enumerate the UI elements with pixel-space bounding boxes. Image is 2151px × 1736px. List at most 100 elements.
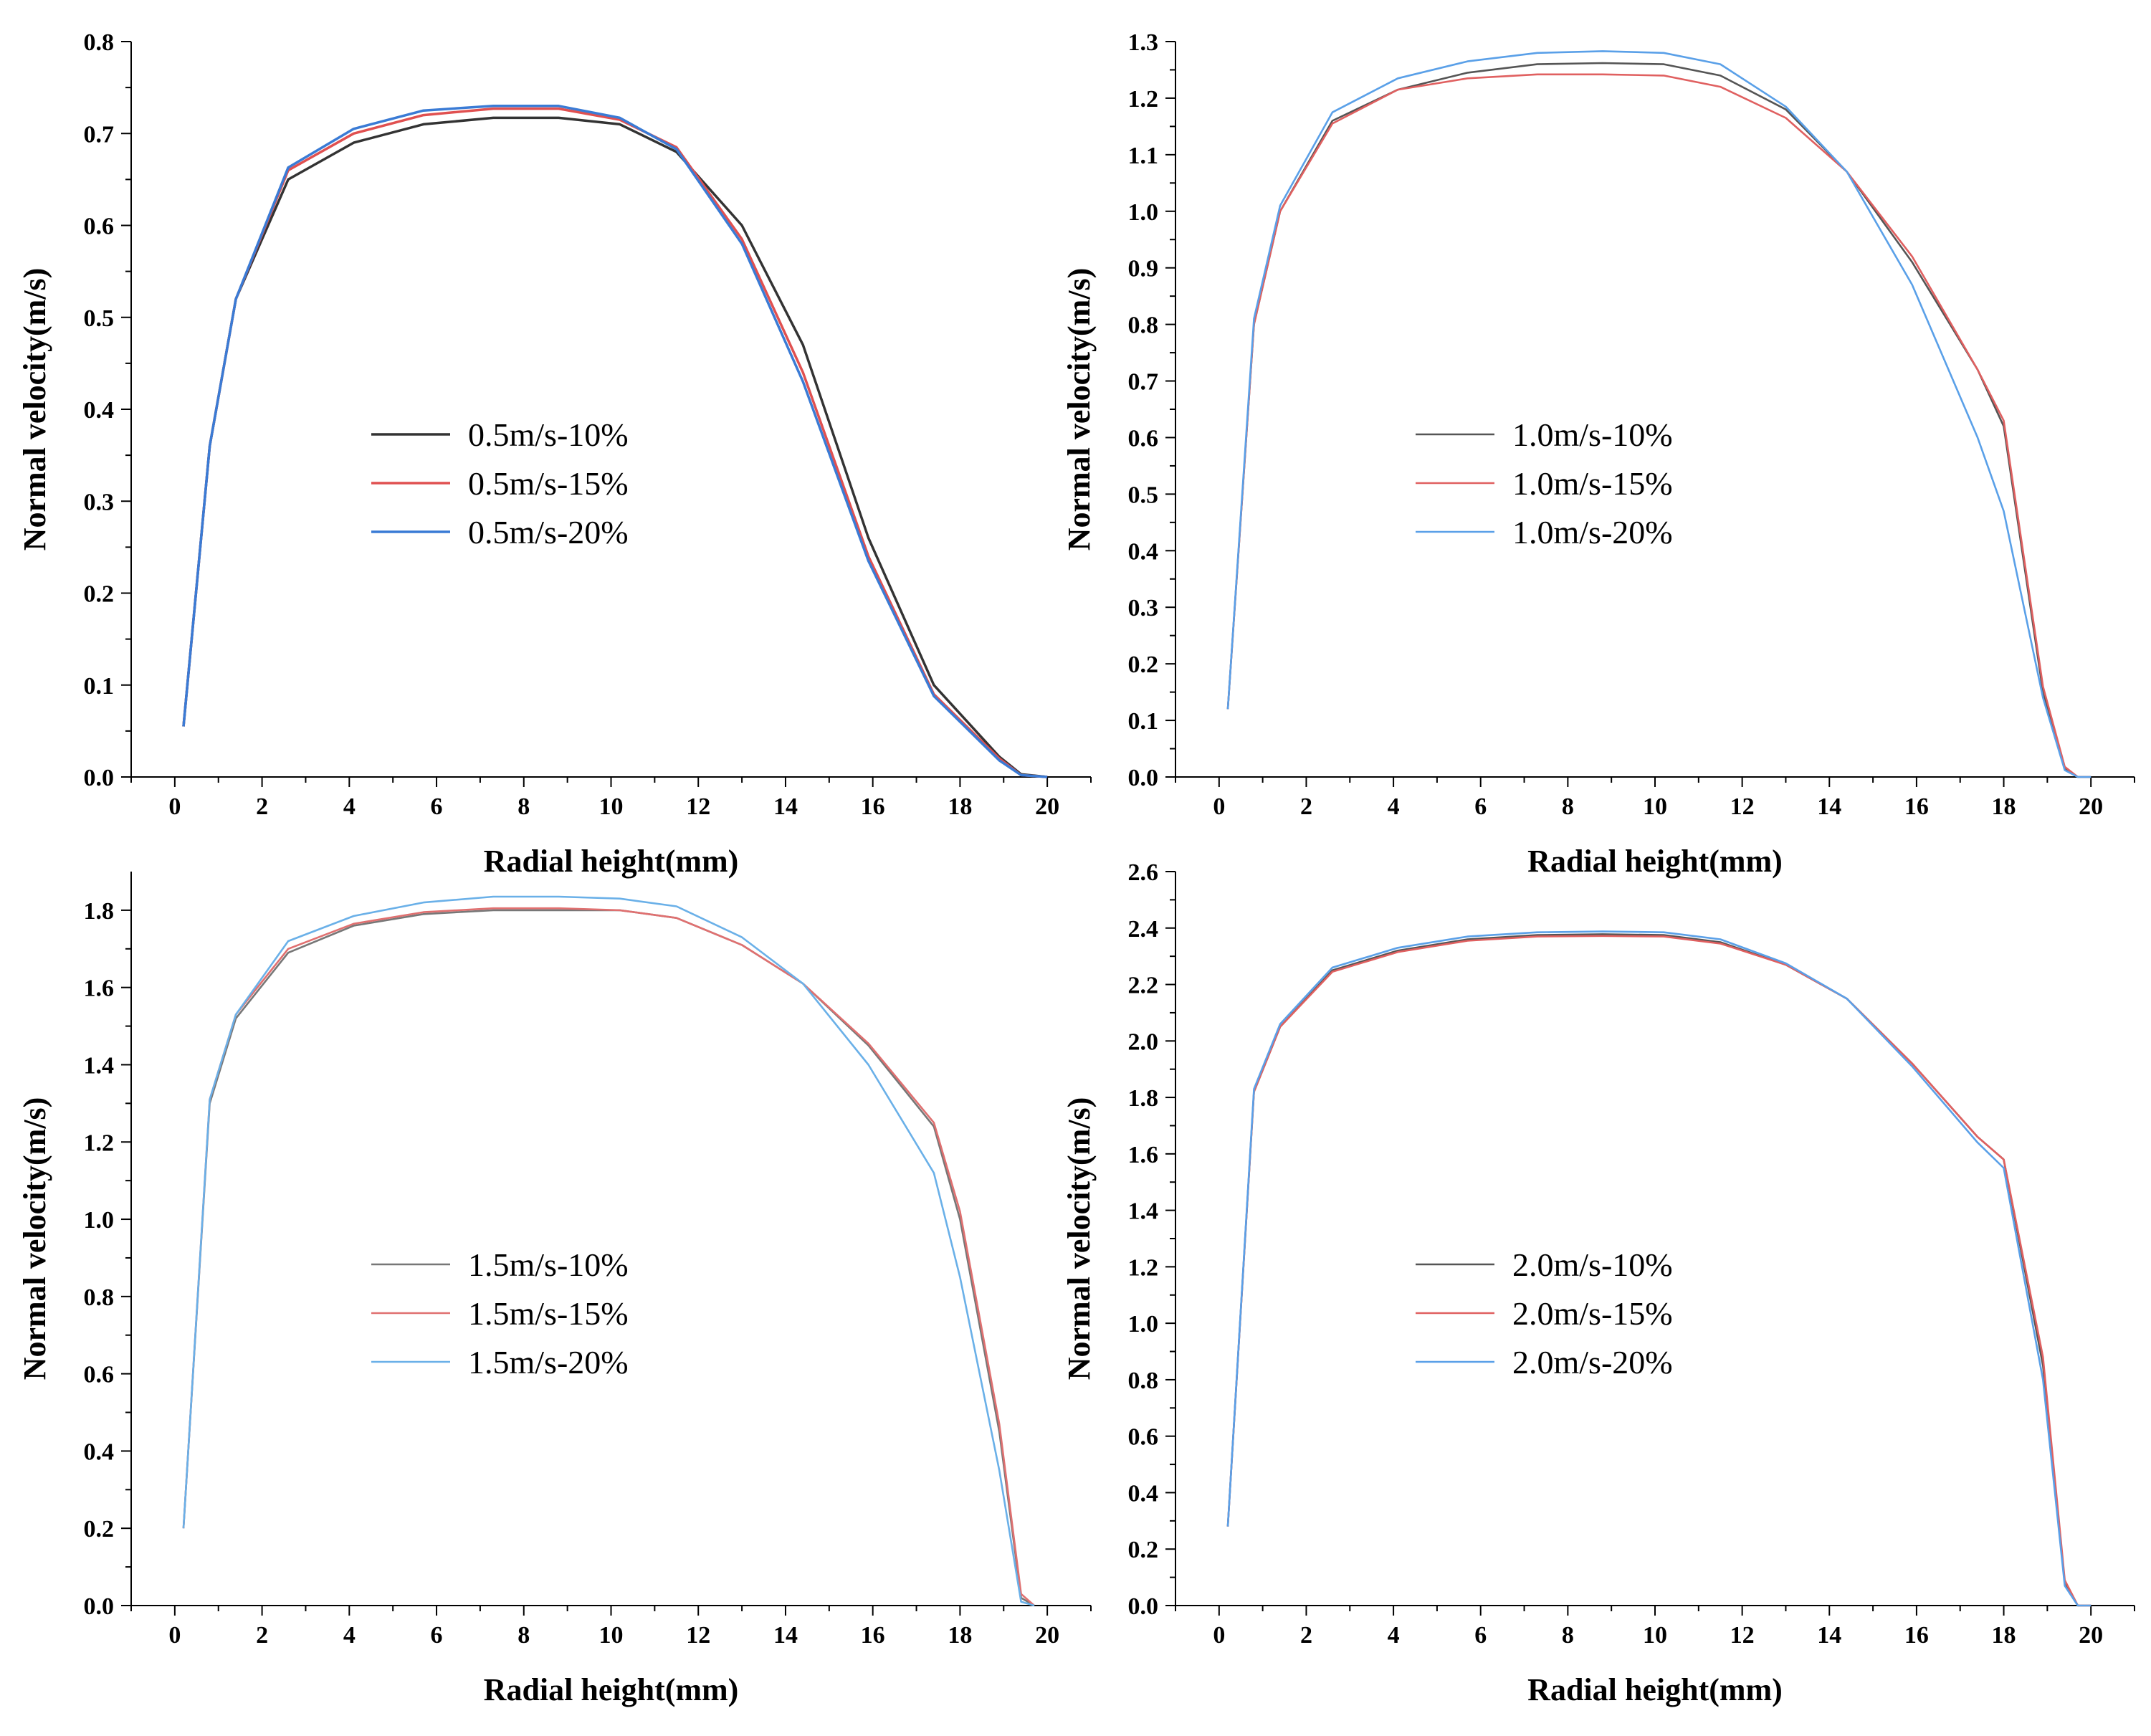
- x-tick-label: 2: [1300, 793, 1312, 820]
- y-tick-label: 0.7: [84, 121, 115, 148]
- x-tick-label: 0: [168, 1622, 181, 1649]
- y-tick-label: 2.6: [1128, 859, 1159, 886]
- y-tick-label: 0.0: [84, 1593, 115, 1620]
- x-tick-label: 6: [431, 793, 443, 820]
- y-axis-label: Normal velocity(m/s): [17, 268, 52, 551]
- y-tick-label: 0.2: [1128, 1537, 1159, 1563]
- x-tick-label: 6: [1474, 793, 1487, 820]
- y-axis-label: Normal velocity(m/s): [1062, 1097, 1097, 1380]
- y-tick-label: 1.4: [1128, 1198, 1159, 1225]
- y-tick-label: 2.0: [1128, 1029, 1159, 1055]
- series-line-2: [1226, 935, 2092, 1607]
- y-tick-label: 0.5: [1128, 482, 1159, 508]
- y-tick-label: 0.0: [1128, 1593, 1159, 1620]
- x-tick-label: 6: [1474, 1622, 1487, 1649]
- y-tick-label: 0.4: [1128, 538, 1159, 565]
- legend-label-2: 2.0m/s-15%: [1512, 1295, 1673, 1332]
- y-tick-label: 0.6: [1128, 425, 1159, 452]
- y-tick-label: 0.6: [1128, 1424, 1159, 1451]
- y-tick-label: 0.4: [1128, 1480, 1159, 1507]
- x-tick-label: 14: [773, 793, 798, 820]
- x-tick-label: 8: [518, 793, 530, 820]
- y-tick-label: 0.2: [84, 581, 115, 608]
- x-tick-label: 8: [1562, 793, 1574, 820]
- y-tick-label: 1.0: [84, 1207, 115, 1234]
- chart-panel-4: 0.0 0.2 0.4 0.6 0.8 1.0 1.2 1.4 1.6 1.8 2.0 2.2 2.4 2…: [1062, 859, 2135, 1707]
- x-tick-label: 8: [1562, 1622, 1574, 1649]
- y-tick-label: 0.2: [84, 1516, 115, 1542]
- x-tick-label: 20: [1035, 1622, 1059, 1649]
- series-line-3: [182, 895, 1035, 1607]
- x-tick-label: 14: [1817, 1622, 1841, 1649]
- y-tick-label: 0.3: [84, 489, 115, 515]
- y-tick-label: 0.0: [84, 765, 115, 791]
- y-tick-label: 1.6: [1128, 1142, 1159, 1168]
- x-tick-label: 20: [2079, 793, 2103, 820]
- x-tick-label: 20: [2079, 1622, 2103, 1649]
- x-tick-label: 10: [599, 1622, 624, 1649]
- x-tick-label: 0: [1213, 1622, 1225, 1649]
- y-tick-label: 0.4: [84, 397, 115, 424]
- x-tick-label: 12: [1730, 1622, 1755, 1649]
- y-tick-label: 0.8: [84, 29, 115, 56]
- y-tick-label: 1.2: [1128, 86, 1159, 113]
- y-tick-label: 0.8: [84, 1284, 115, 1311]
- x-tick-label: 18: [948, 1622, 972, 1649]
- y-tick-label: 2.4: [1128, 916, 1159, 943]
- legend-label-3: 1.5m/s-20%: [468, 1344, 629, 1380]
- y-tick-label: 1.2: [1128, 1254, 1159, 1281]
- legend-label-1: 2.0m/s-10%: [1512, 1246, 1673, 1283]
- y-tick-label: 1.0: [1128, 199, 1159, 226]
- x-tick-label: 6: [431, 1622, 443, 1649]
- legend-label-2: 0.5m/s-15%: [468, 465, 629, 502]
- y-tick-label: 0.1: [1128, 708, 1159, 735]
- legend-label-3: 0.5m/s-20%: [468, 514, 629, 550]
- x-tick-label: 2: [256, 1622, 268, 1649]
- x-tick-label: 18: [1992, 1622, 2016, 1649]
- series-line-1: [182, 116, 1048, 778]
- series-line-2: [182, 907, 1035, 1606]
- series-line-3: [182, 105, 1048, 778]
- x-tick-label: 2: [256, 793, 268, 820]
- x-tick-label: 0: [168, 793, 181, 820]
- series-line-3: [1226, 930, 2092, 1607]
- y-tick-label: 0.7: [1128, 369, 1159, 396]
- y-tick-label: 0.2: [1128, 652, 1159, 678]
- x-tick-label: 16: [1904, 793, 1929, 820]
- legend-label-3: 1.0m/s-20%: [1512, 514, 1673, 550]
- series-line-1: [1226, 62, 2092, 778]
- y-tick-label: 1.2: [84, 1130, 115, 1156]
- x-axis-label: Radial height(mm): [1527, 1672, 1783, 1707]
- x-tick-label: 10: [1643, 793, 1667, 820]
- x-tick-label: 14: [773, 1622, 798, 1649]
- y-tick-label: 0.5: [84, 305, 115, 332]
- chart-panel-2: 0.0 0.1 0.2 0.3 0.4 0.5 0.6 0.7 0.8 0.9 1.0 1.1 1.2 1…: [1062, 29, 2135, 879]
- legend-label-1: 0.5m/s-10%: [468, 416, 629, 453]
- y-tick-label: 1.1: [1128, 143, 1159, 169]
- y-tick-label: 1.8: [84, 898, 115, 925]
- y-axis-label: Normal velocity(m/s): [1062, 268, 1097, 551]
- x-tick-label: 8: [518, 1622, 530, 1649]
- y-tick-label: 0.6: [84, 214, 115, 240]
- x-tick-label: 16: [861, 793, 885, 820]
- legend-label-2: 1.5m/s-15%: [468, 1295, 629, 1332]
- y-tick-label: 1.6: [84, 976, 115, 1002]
- x-tick-label: 0: [1213, 793, 1225, 820]
- y-tick-label: 1.0: [1128, 1311, 1159, 1337]
- y-tick-label: 0.9: [1128, 256, 1159, 282]
- y-tick-label: 2.2: [1128, 973, 1159, 999]
- x-tick-label: 20: [1035, 793, 1059, 820]
- x-tick-label: 18: [1992, 793, 2016, 820]
- y-axis-label: Normal velocity(m/s): [17, 1097, 52, 1380]
- y-tick-label: 0.3: [1128, 595, 1159, 621]
- x-tick-label: 12: [686, 793, 710, 820]
- y-tick-label: 0.0: [1128, 765, 1159, 791]
- x-tick-label: 10: [599, 793, 624, 820]
- x-tick-label: 4: [343, 793, 356, 820]
- x-tick-label: 16: [861, 1622, 885, 1649]
- legend-label-3: 2.0m/s-20%: [1512, 1344, 1673, 1380]
- x-tick-label: 18: [948, 793, 972, 820]
- x-tick-label: 12: [1730, 793, 1755, 820]
- x-axis-label: Radial height(mm): [484, 844, 739, 879]
